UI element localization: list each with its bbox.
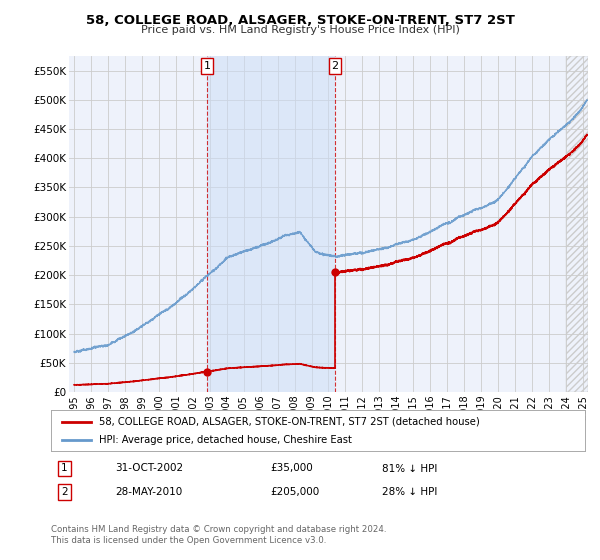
Text: 2: 2: [331, 61, 338, 71]
Text: £205,000: £205,000: [270, 487, 319, 497]
Text: 28% ↓ HPI: 28% ↓ HPI: [382, 487, 437, 497]
Text: Contains HM Land Registry data © Crown copyright and database right 2024.
This d: Contains HM Land Registry data © Crown c…: [51, 525, 386, 545]
Text: HPI: Average price, detached house, Cheshire East: HPI: Average price, detached house, Ches…: [99, 435, 352, 445]
Text: 58, COLLEGE ROAD, ALSAGER, STOKE-ON-TRENT, ST7 2ST (detached house): 58, COLLEGE ROAD, ALSAGER, STOKE-ON-TREN…: [99, 417, 480, 427]
Text: £35,000: £35,000: [270, 464, 313, 474]
Text: 1: 1: [61, 464, 68, 474]
Bar: [207, 56, 335, 392]
Text: 28-MAY-2010: 28-MAY-2010: [115, 487, 182, 497]
Text: Price paid vs. HM Land Registry's House Price Index (HPI): Price paid vs. HM Land Registry's House …: [140, 25, 460, 35]
Text: 81% ↓ HPI: 81% ↓ HPI: [382, 464, 437, 474]
Text: 2: 2: [61, 487, 68, 497]
Text: 58, COLLEGE ROAD, ALSAGER, STOKE-ON-TRENT, ST7 2ST: 58, COLLEGE ROAD, ALSAGER, STOKE-ON-TREN…: [86, 14, 514, 27]
Text: 31-OCT-2002: 31-OCT-2002: [115, 464, 183, 474]
Bar: [566, 56, 588, 392]
Text: 1: 1: [203, 61, 211, 71]
